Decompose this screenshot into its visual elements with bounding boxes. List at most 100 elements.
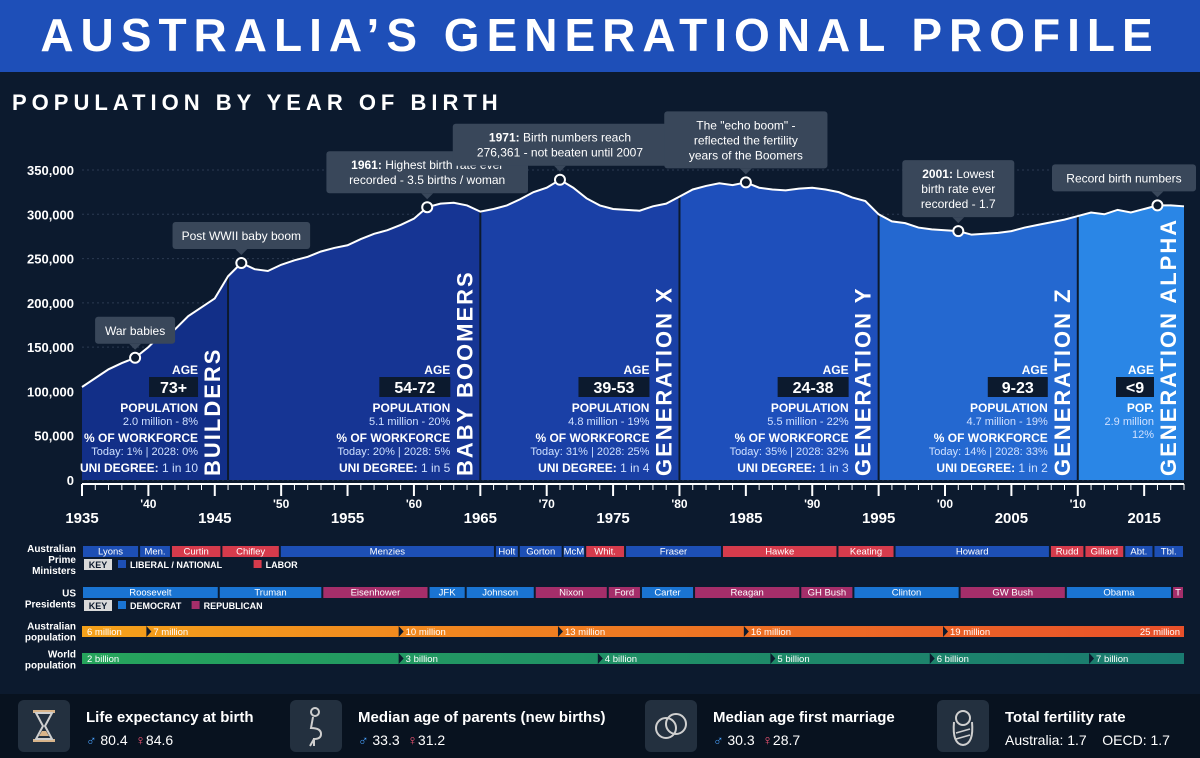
annotation-text: 2001: Lowest: [922, 167, 995, 181]
world-pop-marker-label: 6 billion: [937, 654, 969, 665]
world-pop-marker: [929, 653, 935, 664]
annotation-marker: [129, 351, 142, 364]
x-tick-label: 1935: [65, 510, 98, 527]
world-pop-marker-label: 5 billion: [777, 654, 809, 665]
female-symbol: ♀: [407, 732, 418, 748]
wedding-rings-icon: [645, 700, 697, 752]
generation-name: GENERATION Y: [851, 287, 876, 476]
pm-bar: [1085, 546, 1124, 557]
x-tick-label: 1975: [596, 510, 629, 527]
age-badge: [777, 377, 849, 397]
female-symbol: ♀: [762, 732, 773, 748]
pm-bar: [838, 546, 894, 557]
baby-icon: [937, 700, 989, 752]
annotation-box: [452, 123, 668, 166]
marriage-age-female: 28.7: [772, 732, 801, 748]
world-pop-marker: [770, 653, 776, 664]
uni-degree: UNI DEGREE: 1 in 2: [936, 461, 1048, 475]
footer-stats: Life expectancy at birth ♂ 80.4 ♀84.6 Me…: [0, 694, 1200, 758]
pm-bar: [519, 546, 562, 557]
us-bar: [429, 587, 465, 598]
age-label: AGE: [424, 363, 450, 377]
aus-pop-marker-label: 10 million: [406, 627, 446, 638]
workforce-value: Today: 31% | 2028: 25%: [530, 446, 649, 458]
us-label: GH Bush: [808, 588, 847, 599]
aus-pop-row-label: Australian: [27, 622, 76, 633]
pm-key-box: [84, 559, 112, 570]
annotation-marker: [553, 173, 566, 186]
aus-pop-marker: [943, 626, 949, 637]
uni-degree: UNI DEGREE: 1 in 4: [538, 461, 650, 475]
us-key-label: KEY: [89, 601, 108, 611]
pm-label: McM: [564, 547, 585, 558]
age-value: 73+: [160, 380, 187, 397]
life-expectancy-title: Life expectancy at birth: [86, 709, 254, 726]
world-pop-marker-label: 3 billion: [406, 654, 438, 665]
world-pop-marker: [1089, 653, 1095, 664]
pm-label: Chifley: [236, 547, 265, 558]
x-tick-label: 2005: [995, 510, 1028, 527]
annotation-text: reflected the fertility: [694, 133, 798, 147]
us-label: Ford: [615, 588, 635, 599]
annotation-box: [95, 316, 176, 344]
y-tick-label: 150,000: [27, 340, 74, 355]
chart-subtitle: POPULATION BY YEAR OF BIRTH: [12, 90, 503, 115]
population-value: 4.7 million - 19%: [966, 416, 1048, 428]
life-expectancy-female: 84.6: [145, 732, 174, 748]
male-symbol: ♂: [713, 732, 724, 748]
x-tick-label: 1955: [331, 510, 364, 527]
annotation-pointer: [1151, 191, 1164, 198]
annotation-line: reflected the fertility: [694, 133, 798, 147]
us-label: GW Bush: [992, 588, 1033, 599]
us-label: Clinton: [892, 588, 922, 599]
pm-bar: [222, 546, 279, 557]
y-tick-label: 200,000: [27, 296, 74, 311]
us-key-box: [84, 600, 112, 611]
annotation-text: War babies: [105, 324, 165, 338]
pm-label: Gorton: [526, 547, 555, 558]
us-bar: [854, 587, 959, 598]
workforce-label: % OF WORKFORCE: [84, 431, 198, 445]
pm-bar: [563, 546, 585, 557]
x-minor-tick-label: '70: [539, 497, 556, 511]
pm-label: Rudd: [1056, 547, 1079, 558]
world-pop-marker: [398, 653, 404, 664]
uni-degree: UNI DEGREE: 1 in 3: [737, 461, 849, 475]
us-label: JFK: [439, 588, 457, 599]
uni-degree-label: UNI DEGREE:: [936, 461, 1018, 475]
uni-degree-value: 1 in 4: [620, 461, 650, 475]
population-label: POPULATION: [373, 401, 451, 415]
aus-pop-marker-label: 25 million: [1140, 627, 1180, 638]
pm-key-label: KEY: [89, 560, 108, 570]
x-minor-tick-label: '50: [273, 497, 290, 511]
annotation-text: recorded - 1.7: [921, 197, 996, 211]
generation-name: BABY BOOMERS: [452, 270, 477, 476]
fertility-oecd: OECD: 1.7: [1102, 732, 1170, 748]
generation-name: GENERATION Z: [1050, 287, 1075, 476]
annotation-pointer: [553, 165, 566, 172]
pm-bar: [280, 546, 494, 557]
pm-label: Holt: [498, 547, 515, 558]
us-row-label: Presidents: [25, 600, 77, 611]
world-pop-bar: [82, 653, 1184, 664]
annotation-line: The "echo boom" -: [696, 118, 795, 132]
us-bar: [1173, 587, 1183, 598]
workforce-label: % OF WORKFORCE: [535, 431, 649, 445]
fertility-rate-title: Total fertility rate: [1005, 709, 1126, 726]
generation-area: [878, 214, 1078, 481]
world-pop-marker-label: 2 billion: [87, 654, 119, 665]
life-expectancy-stat: Life expectancy at birth ♂ 80.4 ♀84.6: [18, 694, 278, 758]
hourglass-icon: [18, 700, 70, 752]
annotation-text: 1971: Birth numbers reach: [489, 131, 631, 145]
generation-area: [228, 202, 481, 480]
age-label: AGE: [823, 363, 849, 377]
y-tick-label: 0: [67, 473, 74, 488]
population-value: 4.8 million - 19%: [568, 416, 650, 428]
annotation-line: Lowest: [956, 167, 995, 181]
uni-degree: UNI DEGREE: 1 in 10: [80, 461, 198, 475]
annotation-text: The "echo boom" -: [696, 118, 795, 132]
workforce-label: % OF WORKFORCE: [934, 431, 1048, 445]
annotation-line: recorded - 1.7: [921, 197, 996, 211]
pm-bar: [140, 546, 170, 557]
us-bar: [466, 587, 534, 598]
